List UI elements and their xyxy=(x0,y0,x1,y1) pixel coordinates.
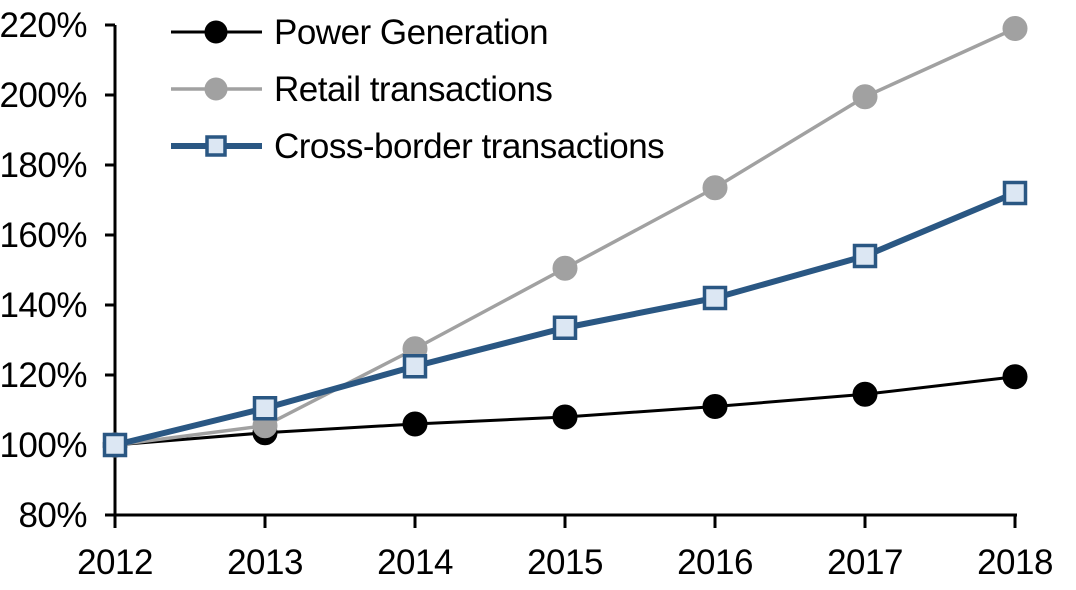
x-axis-tick-label: 2017 xyxy=(827,543,903,582)
legend-marker-circle-icon xyxy=(204,20,228,44)
legend-marker-circle-icon xyxy=(204,77,228,101)
data-point-marker xyxy=(552,255,578,281)
y-axis-tick-label: 140% xyxy=(0,286,87,325)
legend-label: Cross-border transactions xyxy=(274,127,664,166)
data-point-marker xyxy=(702,394,728,419)
data-point-marker xyxy=(402,354,428,379)
legend-label: Retail transactions xyxy=(274,70,552,109)
y-axis-tick-label: 180% xyxy=(0,146,87,185)
data-point-marker xyxy=(1002,180,1028,206)
y-axis-tick-label: 100% xyxy=(0,426,87,465)
x-axis-tick-label: 2018 xyxy=(977,543,1053,582)
series-cross-border-transactions xyxy=(102,180,1028,458)
y-axis-tick-label: 200% xyxy=(0,76,87,115)
data-point-marker xyxy=(702,175,728,201)
x-axis-tick-label: 2014 xyxy=(377,543,453,582)
y-axis-tick-label: 160% xyxy=(0,216,87,255)
data-point-marker xyxy=(852,243,878,269)
y-axis-tick-label: 220% xyxy=(0,6,87,45)
series-power-generation xyxy=(102,364,1028,458)
legend-marker-square-icon xyxy=(205,135,227,157)
x-axis-tick-label: 2013 xyxy=(227,543,303,582)
data-point-marker xyxy=(852,84,878,110)
data-point-marker xyxy=(402,411,428,437)
series-line-retail-transactions xyxy=(114,26,1016,447)
data-point-marker xyxy=(552,315,578,340)
legend-item-power-generation: Power Generation xyxy=(171,13,549,52)
data-point-marker xyxy=(1002,16,1028,41)
data-point-marker xyxy=(1002,364,1028,390)
data-point-marker xyxy=(852,381,878,407)
x-axis-tick-label: 2015 xyxy=(527,543,603,582)
legend-label: Power Generation xyxy=(274,13,548,52)
legend: Power Generation Retail transactions Cross… xyxy=(171,13,665,166)
y-axis-tick-label: 120% xyxy=(0,356,87,395)
data-point-marker xyxy=(252,396,278,421)
legend-item-cross-border-transactions: Cross-border transactions xyxy=(171,127,665,166)
x-axis-tick-label: 2012 xyxy=(77,543,153,582)
x-axis-tick-label: 2016 xyxy=(677,543,753,582)
legend-item-retail-transactions: Retail transactions xyxy=(171,70,553,109)
y-axis-tick-label: 80% xyxy=(18,496,87,535)
axes: 80% 100% 120% 140% 160% 180% 200% 220% 2012 2013 2… xyxy=(0,6,1053,582)
data-point-marker xyxy=(552,404,578,430)
data-point-marker xyxy=(102,432,128,458)
data-point-marker xyxy=(702,285,728,311)
